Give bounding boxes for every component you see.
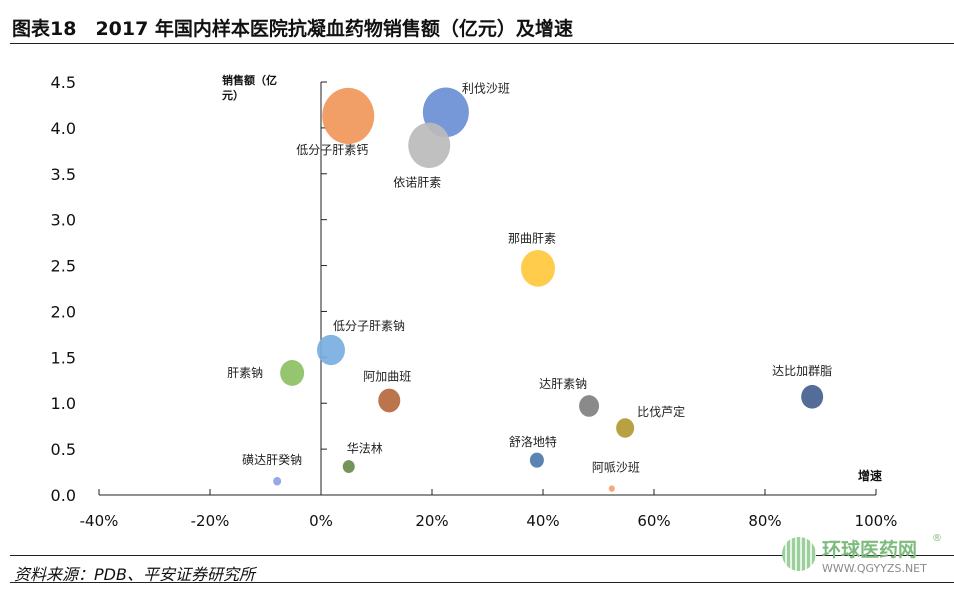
y-tick-label: 2.5 [51, 257, 76, 276]
x-tick-label: 40% [526, 512, 559, 530]
bubble-label-2: 利伐沙班 [462, 81, 510, 95]
bubble-label-1: 低分子肝素钙 [296, 143, 368, 157]
y-tick-label: 1.5 [51, 348, 76, 367]
bubble-label-3: 依诺肝素 [393, 174, 441, 189]
bubble-chart: -40% -20% 0% 20% 40% 60% 80% 100% 0.0 0.5 1.0 1.5 2.… [51, 73, 898, 530]
bubble-6 [280, 359, 305, 386]
title-rule [10, 43, 954, 44]
bubble-14 [608, 485, 615, 492]
bubble-1 [322, 87, 375, 145]
y-axis-title-line2: 元） [222, 89, 244, 102]
y-axis-title-line1: 销售额（亿 [222, 73, 277, 87]
x-tick-label: 0% [309, 512, 333, 530]
x-tick-label: -20% [191, 512, 230, 530]
y-tick-label: 1.0 [51, 394, 76, 413]
bubble-12 [342, 460, 355, 474]
bubble-8 [579, 395, 600, 417]
footer-rule-bottom [10, 582, 954, 583]
x-tick-label: 20% [415, 512, 448, 530]
bubble-label-7: 阿加曲班 [363, 369, 411, 383]
footer-rule-top [10, 555, 954, 556]
source-note: 资料来源：PDB、平安证券研究所 [14, 565, 255, 584]
y-tick-label: 3.0 [51, 211, 76, 230]
bubble-label-13: 磺达肝癸钠 [242, 452, 302, 467]
bubble-label-6: 肝素钠 [227, 365, 263, 380]
x-tick-label: 100% [855, 512, 898, 530]
figure-title: 图表18 2017 年国内样本医院抗凝血药物销售额（亿元）及增速 [12, 18, 573, 40]
bubble-9 [801, 384, 824, 409]
x-tick-label: 80% [748, 512, 781, 530]
bubble-3 [408, 122, 451, 169]
bubble-label-9: 达比加群脂 [772, 363, 832, 378]
bubble-label-8: 达肝素钠 [539, 376, 587, 391]
x-tick-label: -40% [80, 512, 119, 530]
y-tick-label: 2.0 [51, 302, 76, 321]
y-tick-label: 0.5 [51, 440, 76, 459]
bubble-label-11: 舒洛地特 [509, 434, 557, 449]
bubble-label-10: 比伐芦定 [637, 404, 685, 419]
watermark-logo: 环球医药网 ® WWW.QGYYZS.NET [780, 533, 950, 581]
bubble-11 [529, 452, 544, 468]
bubble-label-5: 低分子肝素钠 [333, 318, 405, 333]
bubble-13 [273, 476, 282, 486]
bubble-label-4: 那曲肝素 [508, 231, 556, 245]
bubble-4 [521, 249, 556, 287]
x-axis-title: 增速 [858, 468, 882, 483]
bubble-10 [616, 418, 635, 438]
bubble-label-12: 华法林 [347, 442, 383, 456]
bubble-5 [316, 334, 345, 366]
x-tick-label: 60% [637, 512, 670, 530]
y-tick-label: 0.0 [51, 486, 76, 505]
bubble-7 [378, 388, 401, 413]
y-tick-label: 4.0 [51, 119, 76, 138]
bubble-label-14: 阿哌沙班 [592, 461, 640, 475]
y-tick-label: 3.5 [51, 165, 76, 184]
y-tick-label: 4.5 [51, 73, 76, 92]
watermark-name: 环球医药网 [822, 539, 918, 561]
globe-icon [782, 537, 816, 571]
watermark-url: WWW.QGYYZS.NET [822, 562, 927, 575]
watermark-reg: ® [932, 533, 942, 544]
